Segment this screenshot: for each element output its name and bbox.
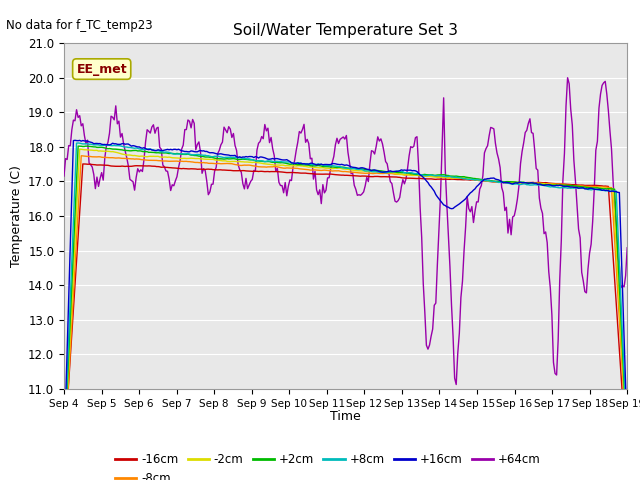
Text: No data for f_TC_temp23: No data for f_TC_temp23 bbox=[6, 19, 153, 32]
Y-axis label: Temperature (C): Temperature (C) bbox=[10, 165, 22, 267]
Text: EE_met: EE_met bbox=[76, 62, 127, 75]
Legend: -16cm, -8cm, -2cm, +2cm, +8cm, +16cm, +64cm: -16cm, -8cm, -2cm, +2cm, +8cm, +16cm, +6… bbox=[115, 454, 541, 480]
Title: Soil/Water Temperature Set 3: Soil/Water Temperature Set 3 bbox=[233, 23, 458, 38]
X-axis label: Time: Time bbox=[330, 410, 361, 423]
